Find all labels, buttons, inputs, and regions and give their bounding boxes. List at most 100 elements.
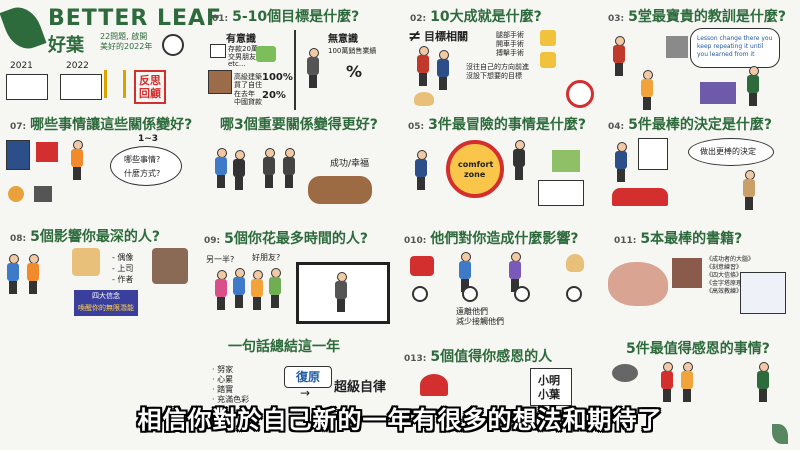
q8-banner: 四大信念 喚醒你的無限潛能 [74,290,138,316]
q12-arrow: → [300,386,311,400]
no-drinking-icon [410,256,434,276]
q8-banner1: 四大信念 [92,292,120,300]
family-figure-2 [232,150,246,190]
question-013-text: 5個值得你感恩的人 [430,349,553,365]
question-04: 04: 5件最棒的決定是什麼? [608,114,772,134]
question-013: 013: 5個值得你感恩的人 [404,346,552,366]
question-04-num: 04: [608,122,625,132]
q2-neq: ≠ [408,26,422,45]
group-cheer-figure [660,362,674,402]
group-figure-1 [214,270,228,310]
q11-book-4: 《高效教練》 [706,288,743,295]
q9-bubble2: 好朋友? [252,253,281,262]
target-icon [566,80,594,108]
question-08-text: 5個影響你最深的人? [30,229,160,245]
author-portrait [152,248,188,284]
question-09-num: 09: [204,236,221,246]
q11-book-2: 《四大信條》 [706,272,743,279]
question-03-num: 03: [608,14,625,24]
names-card [530,368,572,406]
calendar-2022-icon [60,74,102,100]
q1-divider [294,30,296,110]
q12-tag-2: · 踏實 [212,385,234,394]
runner-figure [6,254,20,294]
q9-bubble1: 另一半? [206,255,235,264]
q2-item-1: 開車手術 [496,40,524,48]
brand-title: BETTER LEAF [48,6,223,31]
year-2021: 2021 [10,61,33,71]
question-06-text: 哪3個重要關係變得更好? [220,117,378,133]
q1-pct-low: 20% [262,90,286,101]
question-010-num: 010: [404,236,427,246]
teacher-desk-icon [700,82,736,104]
group-cheer-figure-2 [680,362,694,402]
q1-meaningless: 無意識 [328,34,358,45]
question-02-text: 10大成就是什麼? [430,9,542,25]
year-2022: 2022 [66,61,89,71]
crying-man-figure [612,36,626,76]
q7-bubble1: 哪些事情? [124,155,161,164]
question-09: 09: 5個你花最多時間的人? [204,228,368,248]
question-05: 05: 3件最冒險的事情是什麼? [408,114,586,134]
question-010-text: 他們對你造成什麼影響? [430,231,579,247]
q4-bubble [688,138,774,166]
house-icon [208,70,232,94]
q12-tag-1: · 心累 [212,375,234,384]
q1-pct-sign: % [346,62,363,81]
meeting-table-icon [308,176,372,204]
q12-word1: 復原 [284,366,332,388]
q7-range: 1~3 [138,134,159,144]
family-figure-1 [214,148,228,188]
question-06: 哪3個重要關係變得更好? [216,114,378,134]
phone-icon [6,140,30,170]
group-figure-3 [250,270,264,310]
question-09-text: 5個你花最多時間的人? [224,231,368,247]
question-014: 5件最值得感恩的事情? [622,338,770,358]
q11-book-0: 《成功者的大腦》 [706,256,755,263]
question-010: 010: 他們對你造成什麼影響? [404,228,579,248]
q2-note1: 沒往自己的方向前進 [466,63,529,71]
q10-note1: 遠離他們 [456,307,488,316]
teacher-figure [746,66,760,106]
question-03-text: 5堂最寶貴的教訓是什麼? [628,9,786,25]
idol-icon [72,248,100,276]
question-01-text: 5-10個目標是什麼? [232,9,360,25]
chart-money-icon [552,150,580,172]
thumbs-up-icon-3 [8,186,24,202]
q10-note2: 減少接觸他們 [456,317,504,326]
heart-icon [420,374,448,396]
handshake-figure-2 [282,148,296,188]
clock-icon [162,34,184,56]
q7-bubble2: 什麼方式? [124,169,161,178]
book-stack-icon [672,258,702,288]
question-03: 03: 5堂最寶貴的教訓是什麼? [608,6,786,26]
q12-word2: 超級自律 [334,380,387,395]
student-figure [640,70,654,110]
question-01: 01: 5-10個目標是什麼? [212,6,359,26]
checklist-icon [210,44,226,58]
leaf-logo-icon [0,1,47,55]
q8-item-2: - 作者 [112,275,134,284]
suited-man-figure [512,140,526,180]
stamp-line2: 回顧 [139,87,161,100]
question-014-text: 5件最值得感恩的事情? [626,341,770,357]
comfort-zone-circle [446,140,504,198]
brand-cn-name: 好葉 [48,35,84,56]
q8-banner2: 喚醒你的無限潛能 [78,304,134,312]
q1-row2a: 高級建築 [234,73,262,81]
cash-icon [256,46,276,62]
glasses-man-figure [614,142,628,182]
q4-bubble-text: 做出更棒的決定 [700,147,756,156]
q13-name-1: 小葉 [538,388,560,401]
q1-row2c: 在去年 [234,90,255,98]
q1-row2d: 中國貸款 [234,98,262,106]
question-011-num: 011: [614,236,637,246]
q2-item-2: 搏擊手術 [496,49,524,57]
question-08: 08: 5個影響你最深的人? [10,226,160,246]
clock-icon-2 [412,286,428,302]
man-figure [436,50,450,90]
q12-tag-3: · 充滿色彩 [212,395,250,404]
q1-pct-high: 100% [262,72,293,83]
worried-man-figure [414,150,428,190]
